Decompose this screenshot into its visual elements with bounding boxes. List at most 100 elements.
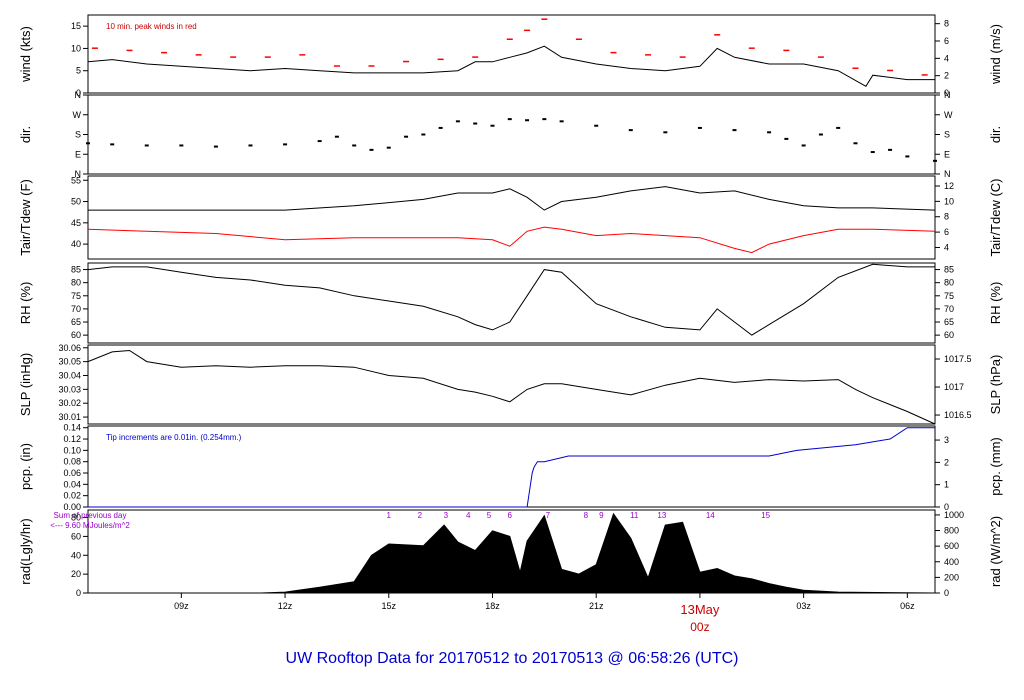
y-tick-label: 30.03 — [58, 384, 81, 394]
y-tick-label: 20 — [71, 569, 81, 579]
peak-wind-mark — [161, 51, 168, 54]
peak-wind-mark — [264, 56, 271, 58]
y-tick-label: 60 — [71, 330, 81, 340]
right-y-tick-label: 10 — [944, 196, 954, 206]
panel-annotation: Tip increments are 0.01in. (0.254mm.) — [106, 433, 242, 442]
dir-point — [663, 131, 668, 134]
peak-wind-mark — [714, 34, 721, 36]
right-y-tick-label: 70 — [944, 304, 954, 314]
dir-point — [853, 142, 858, 145]
y-tick-label: E — [75, 149, 81, 159]
dir-point — [438, 126, 443, 129]
dir-point — [594, 124, 599, 127]
y-tick-label: 70 — [71, 304, 81, 314]
right-y-tick-label: 1017.5 — [944, 354, 972, 364]
y-axis-label: wind (kts) — [18, 26, 33, 83]
y-tick-label: 30.04 — [58, 370, 81, 380]
panel-annotation: 10 min. peak winds in red — [106, 22, 197, 31]
peak-wind-mark — [783, 49, 790, 52]
y-tick-label: 30.02 — [58, 398, 81, 408]
peak-wind-mark — [575, 38, 582, 41]
y-tick-label: 15 — [71, 21, 81, 31]
y-tick-label: 85 — [71, 265, 81, 275]
right-y-tick-label: 3 — [944, 435, 949, 445]
dir-point — [732, 129, 737, 132]
y-tick-label: 0.14 — [63, 423, 81, 433]
peak-wind-mark — [368, 65, 375, 67]
right-y-tick-label: 2 — [944, 71, 949, 81]
y-tick-label: 0 — [76, 588, 81, 598]
y-tick-label: 55 — [71, 175, 81, 185]
y-tick-label: 30.01 — [58, 412, 81, 422]
peak-wind-mark — [524, 29, 531, 32]
right-y-tick-label: N — [944, 90, 951, 100]
right-y-tick-label: S — [944, 130, 950, 140]
series-line-slp — [87, 349, 936, 425]
peak-label: 8 — [584, 511, 589, 520]
right-y-tick-label: N — [944, 169, 951, 179]
series-line-rh — [87, 263, 935, 336]
rad-annotation-2: <--- 9.60 MJoules/m^2 — [50, 521, 130, 530]
right-y-tick-label: W — [944, 110, 953, 120]
peak-wind-mark — [645, 54, 652, 56]
y-tick-label: 0 — [76, 88, 81, 98]
right-y-tick-label: 60 — [944, 330, 954, 340]
peak-wind-mark — [230, 56, 237, 58]
rad-annotation-1: Sum of previous day — [54, 511, 127, 520]
y-axis-label: Tair/Tdew (F) — [18, 179, 33, 256]
dir-point — [213, 145, 218, 148]
peak-wind-mark — [333, 65, 340, 67]
right-y-tick-label: 80 — [944, 278, 954, 288]
peak-wind-mark — [195, 54, 202, 56]
right-y-tick-label: 8 — [944, 19, 949, 29]
x-tick-label: 15z — [382, 601, 397, 611]
peak-label: 7 — [546, 511, 551, 520]
y-tick-label: 65 — [71, 317, 81, 327]
y-tick-label: 30.05 — [58, 357, 81, 367]
dir-point — [248, 144, 253, 147]
peak-wind-mark — [541, 18, 548, 20]
dir-point — [455, 120, 460, 123]
right-y-tick-label: 0 — [944, 88, 949, 98]
right-y-axis-label: Tair/Tdew (C) — [988, 178, 1003, 256]
panel-frame — [87, 94, 936, 175]
right-y-tick-label: 12 — [944, 181, 954, 191]
peak-wind-mark — [91, 47, 98, 49]
x-tick-label: 21z — [589, 601, 604, 611]
right-y-tick-label: 65 — [944, 317, 954, 327]
right-y-tick-label: 0 — [944, 588, 949, 598]
y-tick-label: 0.02 — [63, 491, 81, 501]
dir-point — [369, 148, 374, 151]
peak-label: 6 — [508, 511, 513, 520]
right-y-tick-label: 8 — [944, 212, 949, 222]
peak-label: 1 — [387, 511, 392, 520]
y-tick-label: 80 — [71, 278, 81, 288]
right-y-tick-label: 4 — [944, 53, 949, 63]
dir-point — [818, 133, 823, 136]
dir-point — [386, 146, 391, 149]
y-tick-label: W — [73, 110, 82, 120]
midnight-date-label: 13May — [680, 602, 720, 617]
dir-point — [317, 140, 322, 143]
peak-label: 2 — [418, 511, 423, 520]
right-y-tick-label: 75 — [944, 291, 954, 301]
y-tick-label: 50 — [71, 197, 81, 207]
dir-point — [801, 144, 806, 147]
dir-point — [179, 144, 184, 147]
peak-label: 3 — [444, 511, 449, 520]
midnight-time-label: 00z — [690, 620, 709, 634]
y-tick-label: 80 — [71, 513, 81, 523]
series-line-wind — [87, 45, 935, 87]
right-y-tick-label: 2 — [944, 457, 949, 467]
y-tick-label: N — [75, 169, 82, 179]
right-y-tick-label: 800 — [944, 526, 959, 536]
right-y-axis-label: rad (W/m^2) — [988, 516, 1003, 587]
y-tick-label: 40 — [71, 239, 81, 249]
x-tick-label: 12z — [278, 601, 293, 611]
y-axis-label: pcp. (in) — [18, 443, 33, 490]
right-y-axis-label: wind (m/s) — [988, 24, 1003, 85]
right-y-tick-label: 0 — [944, 502, 949, 512]
right-y-tick-label: 85 — [944, 265, 954, 275]
peak-wind-mark — [748, 47, 755, 49]
